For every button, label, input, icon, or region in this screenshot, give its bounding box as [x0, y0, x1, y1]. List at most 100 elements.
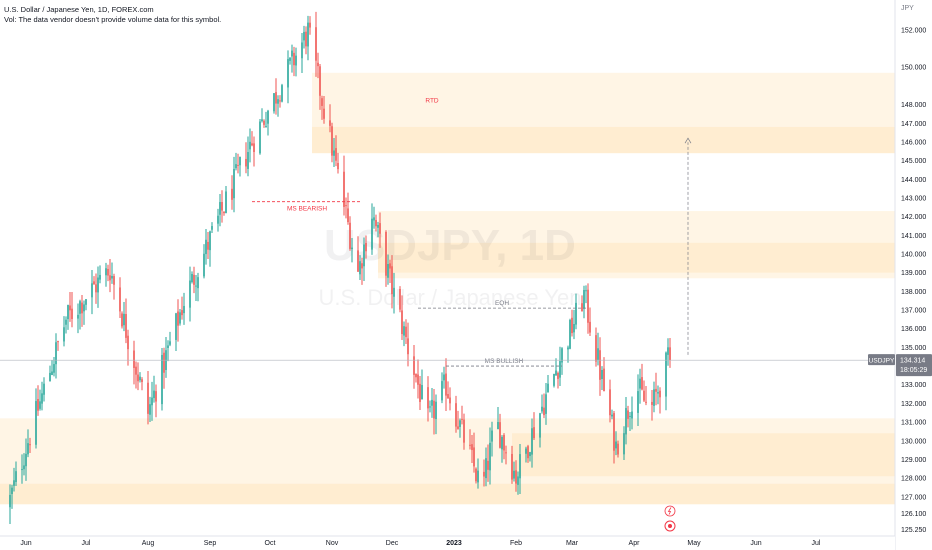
candle-body[interactable] [209, 231, 211, 251]
candle-body[interactable] [559, 361, 561, 378]
candle-body[interactable] [483, 471, 485, 477]
candle-body[interactable] [505, 452, 507, 454]
candle-body[interactable] [251, 143, 253, 146]
candle-body[interactable] [547, 383, 549, 393]
candle-body[interactable] [323, 108, 325, 119]
candle-body[interactable] [357, 250, 359, 272]
candle-body[interactable] [555, 370, 557, 376]
candle-body[interactable] [53, 364, 55, 373]
candle-body[interactable] [41, 393, 43, 404]
candle-body[interactable] [427, 387, 429, 409]
candle-body[interactable] [161, 354, 163, 405]
candle-body[interactable] [237, 164, 239, 166]
candle-body[interactable] [609, 389, 611, 416]
candle-body[interactable] [375, 220, 377, 227]
candle-body[interactable] [641, 377, 643, 390]
candle-body[interactable] [567, 347, 569, 350]
candle-body[interactable] [29, 444, 31, 446]
candle-body[interactable] [645, 401, 647, 403]
candle-body[interactable] [561, 348, 563, 363]
candle-body[interactable] [137, 374, 139, 382]
candle-body[interactable] [363, 244, 365, 267]
candle-body[interactable] [625, 408, 627, 435]
candle-body[interactable] [77, 314, 79, 319]
candle-body[interactable] [459, 420, 461, 427]
candle-body[interactable] [659, 390, 661, 398]
candle-body[interactable] [533, 427, 535, 439]
candle-body[interactable] [295, 55, 297, 66]
candle-body[interactable] [419, 383, 421, 402]
candle-body[interactable] [499, 422, 501, 448]
candle-body[interactable] [541, 406, 543, 412]
candle-body[interactable] [433, 400, 435, 419]
candle-body[interactable] [79, 301, 81, 314]
candle-body[interactable] [263, 120, 265, 125]
candle-body[interactable] [195, 285, 197, 287]
candle-body[interactable] [335, 148, 337, 161]
candle-body[interactable] [589, 321, 591, 333]
candle-body[interactable] [151, 397, 153, 406]
candle-body[interactable] [239, 157, 241, 166]
candle-body[interactable] [643, 390, 645, 401]
candle-body[interactable] [597, 348, 599, 360]
candle-body[interactable] [667, 347, 669, 355]
candle-body[interactable] [539, 413, 541, 438]
candle-body[interactable] [389, 263, 391, 269]
candle-body[interactable] [529, 452, 531, 457]
candle-body[interactable] [95, 284, 97, 293]
candle-body[interactable] [141, 379, 143, 382]
candle-body[interactable] [233, 169, 235, 199]
candle-body[interactable] [417, 374, 419, 385]
candle-body[interactable] [413, 356, 415, 375]
candle-body[interactable] [617, 443, 619, 455]
candle-body[interactable] [11, 487, 13, 494]
candle-body[interactable] [235, 164, 237, 169]
candle-body[interactable] [247, 152, 249, 169]
candle-body[interactable] [655, 388, 657, 392]
lightning-event-icon[interactable] [664, 505, 676, 517]
candle-body[interactable] [321, 98, 323, 106]
candle-body[interactable] [153, 390, 155, 399]
candle-body[interactable] [501, 436, 503, 450]
candle-body[interactable] [265, 126, 267, 128]
candle-body[interactable] [431, 399, 433, 406]
candle-body[interactable] [441, 381, 443, 401]
candle-body[interactable] [85, 299, 87, 305]
candle-body[interactable] [461, 418, 463, 420]
candle-body[interactable] [169, 341, 171, 345]
candle-body[interactable] [343, 171, 345, 207]
candle-body[interactable] [91, 283, 93, 298]
candle-body[interactable] [15, 471, 17, 483]
candle-body[interactable] [613, 413, 615, 451]
candle-body[interactable] [121, 313, 123, 327]
candle-body[interactable] [55, 342, 57, 365]
candle-body[interactable] [519, 454, 521, 479]
candle-body[interactable] [373, 217, 375, 221]
candle-body[interactable] [601, 370, 603, 379]
candle-body[interactable] [471, 444, 473, 451]
candle-body[interactable] [469, 444, 471, 446]
symbol-tag[interactable] [868, 354, 895, 366]
candle-body[interactable] [391, 266, 393, 295]
candle-body[interactable] [125, 314, 127, 338]
candle-body[interactable] [147, 382, 149, 414]
candle-body[interactable] [349, 222, 351, 249]
candle-body[interactable] [403, 326, 405, 336]
candle-body[interactable] [267, 110, 269, 124]
candle-body[interactable] [331, 126, 333, 156]
candle-body[interactable] [179, 312, 181, 324]
candle-body[interactable] [603, 368, 605, 392]
candle-body[interactable] [197, 277, 199, 289]
candle-body[interactable] [181, 310, 183, 316]
candle-body[interactable] [351, 247, 353, 250]
candle-body[interactable] [225, 191, 227, 214]
candle-body[interactable] [583, 289, 585, 309]
candle-body[interactable] [39, 401, 41, 409]
candle-body[interactable] [51, 371, 53, 375]
candle-body[interactable] [457, 426, 459, 429]
candle-body[interactable] [407, 338, 409, 355]
candle-body[interactable] [447, 394, 449, 398]
candle-body[interactable] [111, 275, 113, 279]
candle-body[interactable] [557, 372, 559, 379]
candle-body[interactable] [473, 447, 475, 467]
